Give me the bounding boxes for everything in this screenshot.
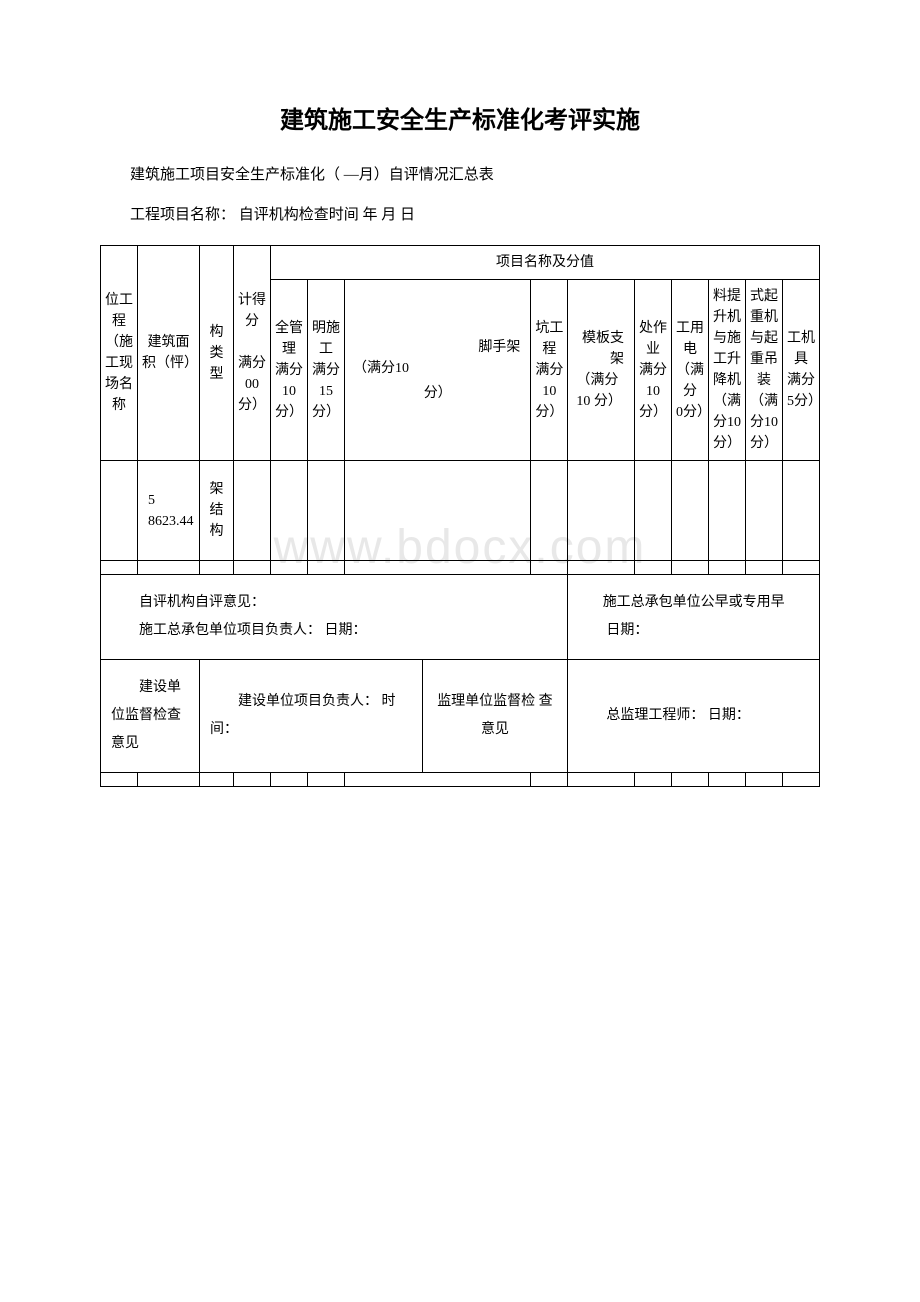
cell [635,461,672,561]
document-title: 建筑施工安全生产标准化考评实施 [100,100,820,135]
cell [271,461,308,561]
thin-row-bottom [101,773,820,787]
col-crane: 式起重机与起重吊装（满分10分） [746,280,783,461]
meta-line: 工程项目名称： 自评机构检查时间 年 月 日 [100,203,820,227]
cell-type: 架结构 [200,461,234,561]
chief-engineer: 总监理工程师： 日期： [568,660,820,773]
col-score: 计得分 满分 00分） [234,246,271,461]
col-project-name: 位工程（施工现场名称 [101,246,138,461]
col-structure-type: 构类型 [200,246,234,461]
cell [345,461,531,561]
opinion-row-2: 建设单位监督检查意见 建设单位项目负责人： 时间： 监理单位监督检 查意见 总监… [101,660,820,773]
self-eval-opinion: 自评机构自评意见： 施工总承包单位项目负责人： 日期： [101,575,568,660]
cell [531,461,568,561]
opinion-row-1: 自评机构自评意见： 施工总承包单位项目负责人： 日期： 施工总承包单位公早或专用… [101,575,820,660]
cell [568,461,635,561]
cell [234,461,271,561]
col-building-area: 建筑面积（怦） [138,246,200,461]
cell [308,461,345,561]
build-unit-leader: 建设单位项目负责人： 时间： [200,660,423,773]
col-tools: 工机具 满分5分） [783,280,820,461]
col-template: 模板支架 （满分10 分） [568,280,635,461]
cell-area: 5 8623.44 [138,461,200,561]
table-data-row: 5 8623.44 架结构 [101,461,820,561]
document-subtitle: 建筑施工项目安全生产标准化（ —月）自评情况汇总表 [100,163,820,187]
col-foundation: 坑工程 满分10分） [531,280,568,461]
cell [672,461,709,561]
col-scaffold: 脚手架 （满分10 分） [345,280,531,461]
col-high-work: 处作业 满分10分） [635,280,672,461]
thin-row [101,561,820,575]
cell [709,461,746,561]
evaluation-table: 位工程（施工现场名称 建筑面积（怦） 构类型 计得分 满分 00分） 项目名称及… [100,245,820,787]
cell [783,461,820,561]
col-safety-mgmt: 全管理 满分10分） [271,280,308,461]
build-unit-opinion-label: 建设单位监督检查意见 [101,660,200,773]
supervisor-opinion-label: 监理单位监督检 查意见 [422,660,568,773]
col-electricity: 工用电（满分 0分） [672,280,709,461]
cell [746,461,783,561]
cell-project-name [101,461,138,561]
col-civilized: 明施工 满分15分） [308,280,345,461]
contractor-seal: 施工总承包单位公早或专用早 日期： [568,575,820,660]
table-header-row: 位工程（施工现场名称 建筑面积（怦） 构类型 计得分 满分 00分） 项目名称及… [101,246,820,280]
col-hoist: 料提升机与施工升降机（满分10分） [709,280,746,461]
col-group-header: 项目名称及分值 [271,246,820,280]
